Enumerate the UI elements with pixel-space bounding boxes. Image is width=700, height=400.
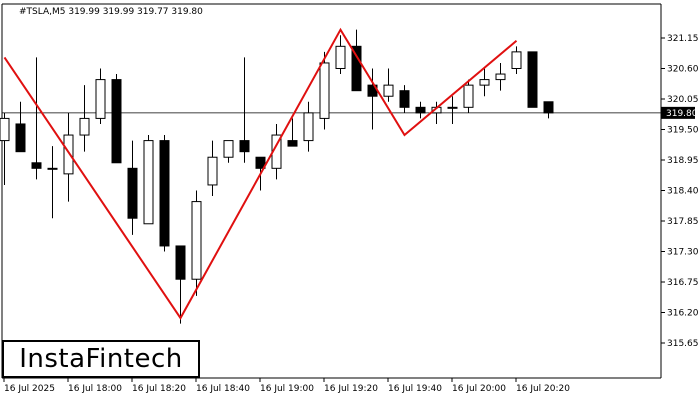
candle-body-bearish	[111, 79, 122, 164]
current-price-tag: 319.80	[661, 106, 698, 119]
x-tick-label: 16 Jul 18:40	[196, 384, 250, 394]
candle-body-bullish	[143, 140, 154, 225]
y-tick-label: 320.05	[667, 95, 699, 105]
candle-body-bearish	[399, 90, 410, 108]
candle-body-bullish	[207, 156, 218, 186]
candle-body-bearish	[255, 156, 266, 169]
x-tick-label: 16 Jul 18:00	[68, 384, 122, 394]
y-tick-label: 321.15	[667, 34, 699, 44]
candle-body-bearish	[127, 167, 138, 219]
candle	[479, 68, 490, 97]
candle-body-bullish	[303, 112, 314, 142]
current-price-tag-box	[661, 106, 695, 119]
x-tick-label: 16 Jul 18:20	[132, 384, 186, 394]
candle-body-bearish	[287, 140, 298, 147]
candle	[175, 245, 186, 324]
candle	[447, 96, 458, 124]
x-axis: 16 Jul 2025 16 Jul 18:00 16 Jul 18:20 16 Ju…	[3, 378, 570, 394]
candle	[143, 135, 154, 225]
candle-body-bullish	[383, 84, 394, 97]
candle	[159, 135, 170, 252]
candle-body-bullish	[447, 106, 458, 109]
candle-body-bullish	[335, 45, 346, 69]
y-tick-label: 318.40	[667, 187, 699, 197]
candle-body-bullish	[47, 167, 58, 170]
y-tick-label: 317.30	[667, 248, 699, 258]
candle	[495, 62, 506, 91]
pattern-line	[3, 27, 518, 320]
y-tick-label: 317.85	[667, 217, 699, 227]
candle	[415, 101, 426, 119]
x-tick-label: 16 Jul 19:40	[388, 384, 442, 394]
candle-body-bullish	[463, 84, 474, 108]
x-tick-label: 16 Jul 19:00	[260, 384, 314, 394]
candle-body-bullish	[95, 79, 106, 119]
candle	[79, 85, 90, 152]
logo-text: InstaFintech	[19, 344, 183, 374]
candle	[111, 74, 122, 164]
candle	[15, 101, 26, 153]
candle-body-bearish	[31, 162, 42, 169]
candle	[207, 140, 218, 197]
candle	[383, 68, 394, 102]
y-tick-label: 316.75	[667, 278, 699, 288]
candle-body-bearish	[159, 140, 170, 247]
x-tick-label: 16 Jul 19:20	[324, 384, 378, 394]
candle-body-bearish	[415, 106, 426, 114]
candle	[63, 112, 74, 202]
candle	[223, 140, 234, 163]
y-tick-label: 318.95	[667, 156, 699, 166]
candle	[127, 140, 138, 235]
candles	[0, 29, 554, 324]
candle	[239, 57, 250, 163]
candle	[543, 101, 554, 119]
candle-body-bullish	[479, 79, 490, 86]
current-price-tag-text: 319.80	[666, 109, 698, 119]
candle	[511, 46, 522, 75]
candle-body-bullish	[319, 62, 330, 119]
y-tick-label: 320.60	[667, 65, 699, 75]
candle-body-bullish	[79, 117, 90, 136]
x-tick-label: 16 Jul 2025	[4, 384, 55, 394]
candle-body-bullish	[511, 51, 522, 69]
candle	[191, 190, 202, 296]
candle-body-bearish	[351, 45, 362, 92]
candle-body-bullish	[223, 140, 234, 158]
candle	[303, 101, 314, 152]
candle	[351, 29, 362, 92]
candle-body-bullish	[0, 117, 10, 142]
candle-body-bullish	[191, 201, 202, 280]
candle	[47, 146, 58, 219]
x-tick-label: 16 Jul 20:00	[452, 384, 506, 394]
logo: InstaFintech	[2, 340, 200, 378]
candle	[0, 112, 10, 185]
chart-header: #TSLA,M5 319.99 319.99 319.77 319.80	[19, 7, 203, 17]
y-tick-label: 316.20	[667, 309, 699, 319]
candle	[399, 85, 410, 113]
candle-body-bearish	[543, 101, 554, 114]
y-tick-label: 319.50	[667, 126, 699, 136]
candle-body-bearish	[15, 123, 26, 153]
candle	[95, 68, 106, 124]
candle-body-bearish	[175, 245, 186, 280]
candle	[31, 57, 42, 180]
candle	[463, 79, 474, 113]
candle-body-bullish	[495, 73, 506, 81]
candle	[287, 118, 298, 147]
candle-body-bearish	[527, 51, 538, 108]
candle	[527, 51, 538, 108]
candle	[319, 51, 330, 130]
x-tick-label: 16 Jul 20:20	[516, 384, 570, 394]
candle	[335, 35, 346, 75]
y-tick-label: 315.65	[667, 339, 699, 349]
candle-body-bullish	[63, 134, 74, 175]
candle-body-bearish	[239, 140, 250, 153]
y-axis: 321.15 320.60 320.05 319.50 318.95 318.40 317.…	[661, 34, 699, 349]
